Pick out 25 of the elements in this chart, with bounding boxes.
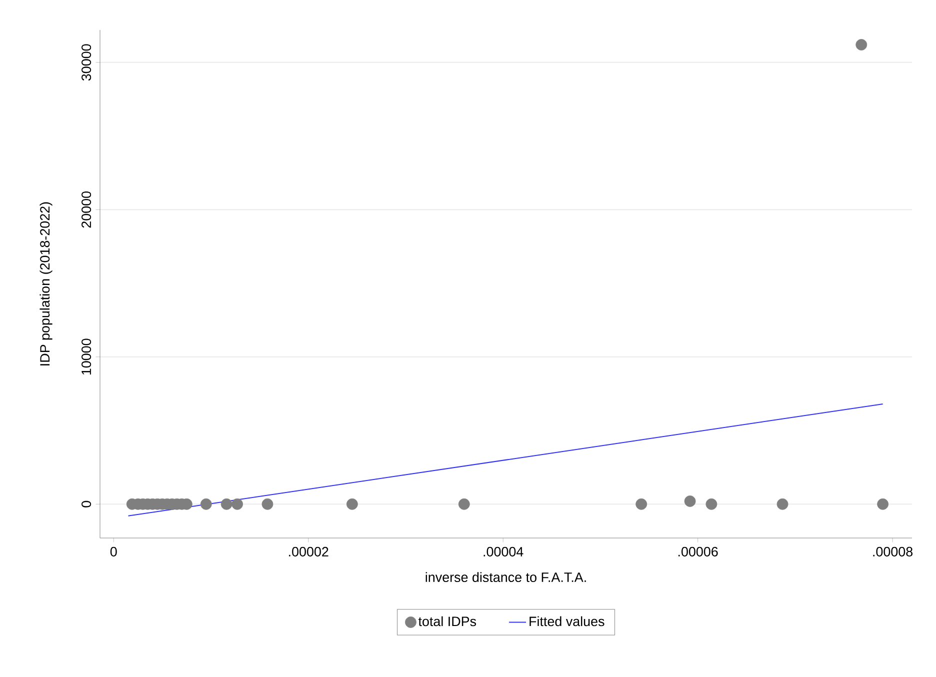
x-tick-label: .00006 — [678, 546, 718, 556]
point — [232, 498, 243, 510]
point — [877, 498, 888, 510]
point — [220, 498, 232, 510]
legend-label: total IDPs — [418, 616, 476, 626]
point — [636, 498, 648, 510]
point — [706, 498, 718, 510]
point — [776, 498, 788, 510]
point — [684, 495, 696, 507]
x-tick-label: 0 — [110, 546, 117, 556]
y-tick-label: 0 — [82, 500, 92, 508]
y-tick-label: 20000 — [82, 191, 92, 228]
y-tick-label: 10000 — [82, 338, 92, 375]
x-tick-label: .00004 — [484, 546, 524, 556]
x-axis-title: inverse distance to F.A.T.A. — [426, 572, 586, 582]
point — [856, 39, 868, 50]
point — [200, 498, 212, 510]
point — [458, 498, 470, 510]
x-tick-label: .00008 — [873, 546, 913, 556]
point — [346, 498, 358, 510]
point — [262, 498, 274, 510]
y-tick-label: 30000 — [82, 44, 92, 81]
x-tick-label: .00002 — [289, 546, 328, 556]
y-axis-title: IDP population (2018-2022) — [40, 202, 52, 366]
legend-label: Fitted values — [530, 616, 604, 626]
